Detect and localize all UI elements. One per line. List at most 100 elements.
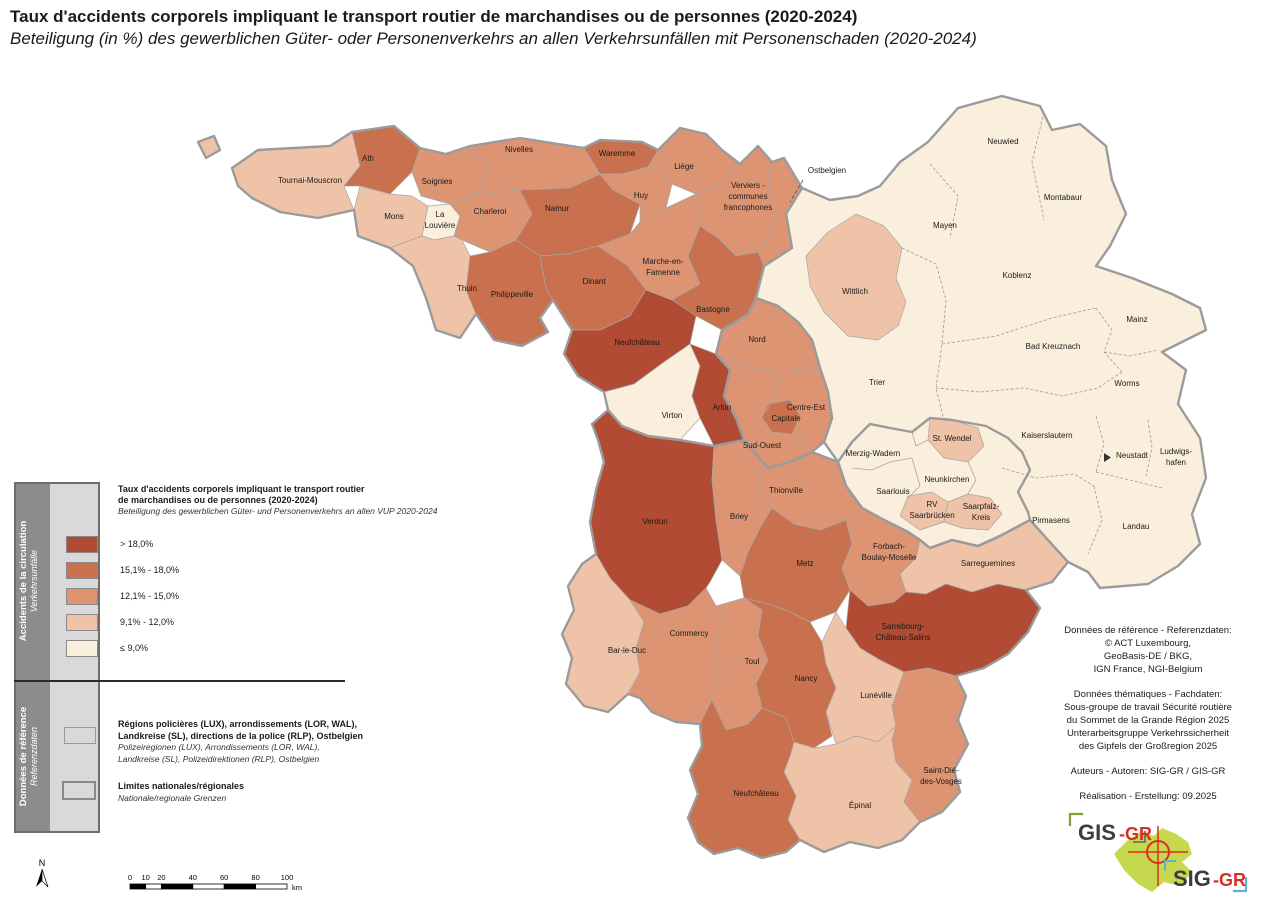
scale-bar-segment [129,883,147,890]
logo-bracket-green-icon [1068,812,1083,826]
logo-gis-text: GIS [1078,820,1116,845]
legend-ref-swatch-thin [64,727,96,744]
logo-bracket-blue-small-icon [1164,860,1176,871]
credits-thematic: Données thématiques - Fachdaten: Sous-gr… [1028,688,1268,753]
region-label-neunkirchen_lbl: Neunkirchen [925,475,970,484]
north-arrow-icon [36,869,42,887]
ref2-sub: Nationale/regionale Grenzen [118,792,227,803]
legend-class-label: ≤ 9,0% [120,643,148,653]
region-label-verviers: Verviers -communes francophones [724,181,772,212]
scale-bar-segment [145,883,162,890]
scale-tick-label: 80 [251,873,259,882]
legend-classes: > 18,0% 15,1% - 18,0% 12,1% - 15,0% 9,1% - … [66,536,286,666]
legend-class-row: > 18,0% [66,536,286,562]
legend-section-reference: Données de référence Referenzdaten [18,684,40,829]
legend-title-line2: de marchandises ou de personnes (2020-20… [118,495,318,505]
region-label-huy: Huy [634,191,648,200]
legend-section-accidents: Accidents de la circulation Verkehrsunfä… [18,484,40,678]
title-block: Taux d'accidents corporels impliquant le… [10,6,977,50]
credits-realisation: Réalisation - Erstellung: 09.2025 [1028,790,1268,803]
district-border [1145,419,1153,477]
logo-crosshair-icon [1128,826,1188,886]
scale-tick-label: 10 [142,873,150,882]
credits-line: Réalisation - Erstellung: 09.2025 [1079,791,1217,802]
credits-reference: Données de référence - Referenzdaten: © … [1028,624,1268,676]
inner-border [715,353,821,373]
district-border [1001,467,1095,487]
region-label-mainz_lbl: Mainz [1126,315,1147,324]
region-label-bastogne: Bastogne [696,305,730,314]
credits-line: Auteurs - Autoren: SIG-GR / GIS-GR [1070,766,1226,777]
region-label-metz: Metz [796,559,813,568]
region-label-tournai: Tournai-Mouscron [278,176,342,185]
logo-sig-gr-text: -GR [1213,870,1246,890]
region-label-epinal: Épinal [849,801,871,810]
ostbelgien-leader-line [789,179,804,203]
legend-class-label: 12,1% - 15,0% [120,591,180,601]
region-label-thionville: Thionville [769,486,803,495]
region-label-koblenz_lbl: Koblenz [1003,271,1032,280]
scale-unit-label: km [292,883,302,892]
region-tournai [231,131,361,219]
region-label-commercy: Commercy [670,629,709,638]
inner-border [911,431,929,447]
district-border [929,163,959,239]
logo-gis-gr-text: -GR [1119,824,1152,844]
legend-class-row: 9,1% - 12,0% [66,614,286,640]
region-capitale [761,399,801,435]
region-label-wittlich: Wittlich [842,287,868,296]
credits-line: Unterarbeitsgruppe Verkehrssicherheit [1066,728,1230,739]
legend-ref1-text: Régions policières (LUX), arrondissement… [118,719,363,765]
region-label-neufchateau_be: Neufchâteau [614,338,659,347]
region-label-stwendel: St. Wendel [933,434,972,443]
ostbelgien-callout-label: Ostbelgien [808,166,846,175]
region-label-lalouviere: La Louvière [425,210,456,230]
credits-line: des Gipfels der Großregion 2025 [1078,741,1218,752]
border-germany [754,94,1208,590]
region-label-sarreguemines: Sarreguemines [961,559,1015,568]
region-label-mons: Mons [384,212,404,221]
region-label-nord_lbl: Nord [748,335,765,344]
region-label-philippeville: Philippeville [491,290,534,299]
credits-line: Données thématiques - Fachdaten: [1073,689,1223,700]
region-label-saarlouis_lbl: Saarlouis [876,487,909,496]
region-label-pirmasens_lbl: Pirmasens [1032,516,1070,525]
region-label-mayen_lbl: Mayen [933,221,957,230]
ref2-title: Limites nationales/régionales [118,781,245,791]
region-label-dinant: Dinant [582,277,606,286]
credits-line: IGN France, NGI-Belgium [1093,664,1203,675]
legend-class-swatch [66,562,98,579]
region-label-nivelles: Nivelles [505,145,533,154]
credits-line: GeoBasis-DE / BKG, [1103,651,1193,662]
page-title-de: Beteiligung (in %) des gewerblichen Güte… [10,29,977,48]
region-label-trier_lbl: Trier [869,378,885,387]
region-label-badkreuznach_lbl: Bad Kreuznach [1026,342,1081,351]
logo-region-shape [1114,828,1192,892]
region-label-marche: Marche-en-Famenne [643,257,684,277]
district-border [901,247,947,421]
legend-subtitle: Beteiligung des gewerblichen Güter- und … [118,506,438,516]
region-label-luneville: Lunéville [860,691,892,700]
region-label-stdie: Saint-Dié-des-Vosges [920,766,962,786]
region-label-sarrebourg: Sarrebourg-Château-Salins [876,622,931,642]
scale-bar-segment [255,883,288,890]
region-label-rvsb: RV Saarbrücken [909,500,954,520]
ref1-title-1: Régions policières (LUX), arrondissement… [118,719,358,729]
district-border [1031,111,1045,221]
region-label-soignies: Soignies [422,177,453,186]
region-label-neustadt_lbl: Neustadt [1116,451,1149,460]
border-france [560,408,1070,860]
scale-bar-segment [192,883,225,890]
region-label-landau_lbl: Landau [1123,522,1150,531]
legend-ref2-text: Limites nationales/régionales Nationale/… [118,781,244,804]
credits-line: © ACT Luxembourg, [1104,638,1192,649]
neustadt-marker [1104,453,1111,462]
legend-class-label: 9,1% - 12,0% [120,617,175,627]
legend-class-swatch [66,536,98,553]
region-label-sudouest_lbl: Sud-Ouest [743,441,782,450]
scale-bar-segment [223,883,256,890]
inner-border [851,457,913,471]
district-border [1103,349,1159,357]
scale-bar-segment [160,883,194,890]
legend-section2-fr: Données de référence [18,706,29,807]
